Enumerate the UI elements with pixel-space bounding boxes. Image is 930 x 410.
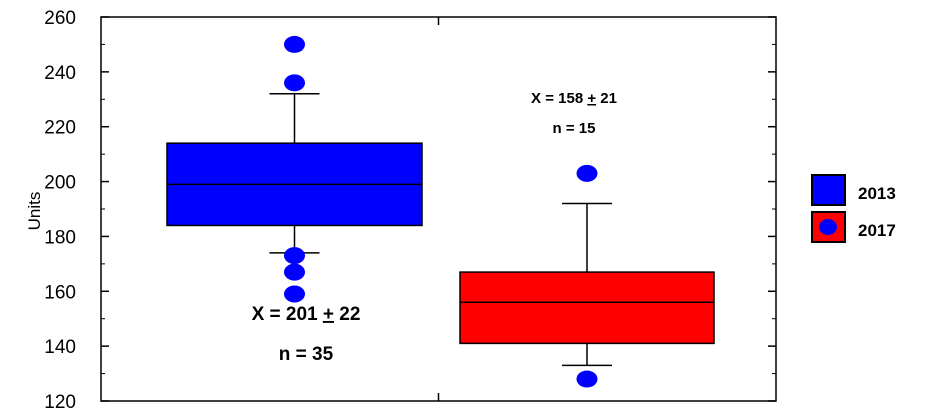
n-annotation: n = 15 — [553, 120, 596, 137]
stat-mean: X = 201 — [252, 304, 323, 325]
stat-plus-minus: + — [587, 90, 596, 107]
outlier-point — [576, 370, 598, 388]
box-iqr — [459, 271, 715, 345]
outlier-point — [576, 164, 598, 182]
stat-annotation: X = 158 + 21 — [531, 90, 617, 107]
y-tick-label: 140 — [44, 337, 76, 358]
legend-item-2017: 2017 — [811, 211, 896, 243]
y-tick-label: 220 — [44, 118, 76, 139]
outlier-point — [284, 263, 305, 281]
y-tick-label: 260 — [44, 8, 76, 29]
y-tick-label: 120 — [44, 392, 76, 410]
boxes — [166, 35, 715, 388]
outlier-point — [284, 285, 305, 303]
outlier-point — [284, 74, 305, 92]
stat-sd: 22 — [334, 304, 360, 325]
y-tick-label: 180 — [44, 227, 76, 248]
n-annotation: n = 35 — [279, 344, 334, 365]
legend-item-2013: 2013 — [811, 174, 896, 206]
outlier-point — [284, 247, 305, 265]
box-2013 — [166, 35, 423, 303]
y-tick-label: 200 — [44, 173, 76, 194]
y-tick-label: 240 — [44, 63, 76, 84]
stat-mean: X = 158 — [531, 90, 587, 107]
stat-annotation: X = 201 + 22 — [252, 304, 361, 325]
legend-marker — [819, 219, 837, 235]
y-axis: 120 140 160 180 200 220 240 260 — [44, 8, 776, 410]
outlier-point — [284, 35, 305, 53]
legend-label: 2017 — [858, 221, 896, 240]
legend: 2013 2017 — [811, 174, 896, 243]
legend-swatch — [811, 174, 846, 206]
annotations: X = 201 + 22n = 35X = 158 + 21n = 15 — [252, 90, 617, 365]
legend-label: 2013 — [858, 184, 896, 203]
y-axis-label: Units — [25, 192, 44, 231]
stat-sd: 21 — [596, 90, 617, 107]
box-2017 — [459, 164, 715, 388]
y-tick-label: 160 — [44, 282, 76, 303]
stat-plus-minus: + — [323, 304, 334, 325]
